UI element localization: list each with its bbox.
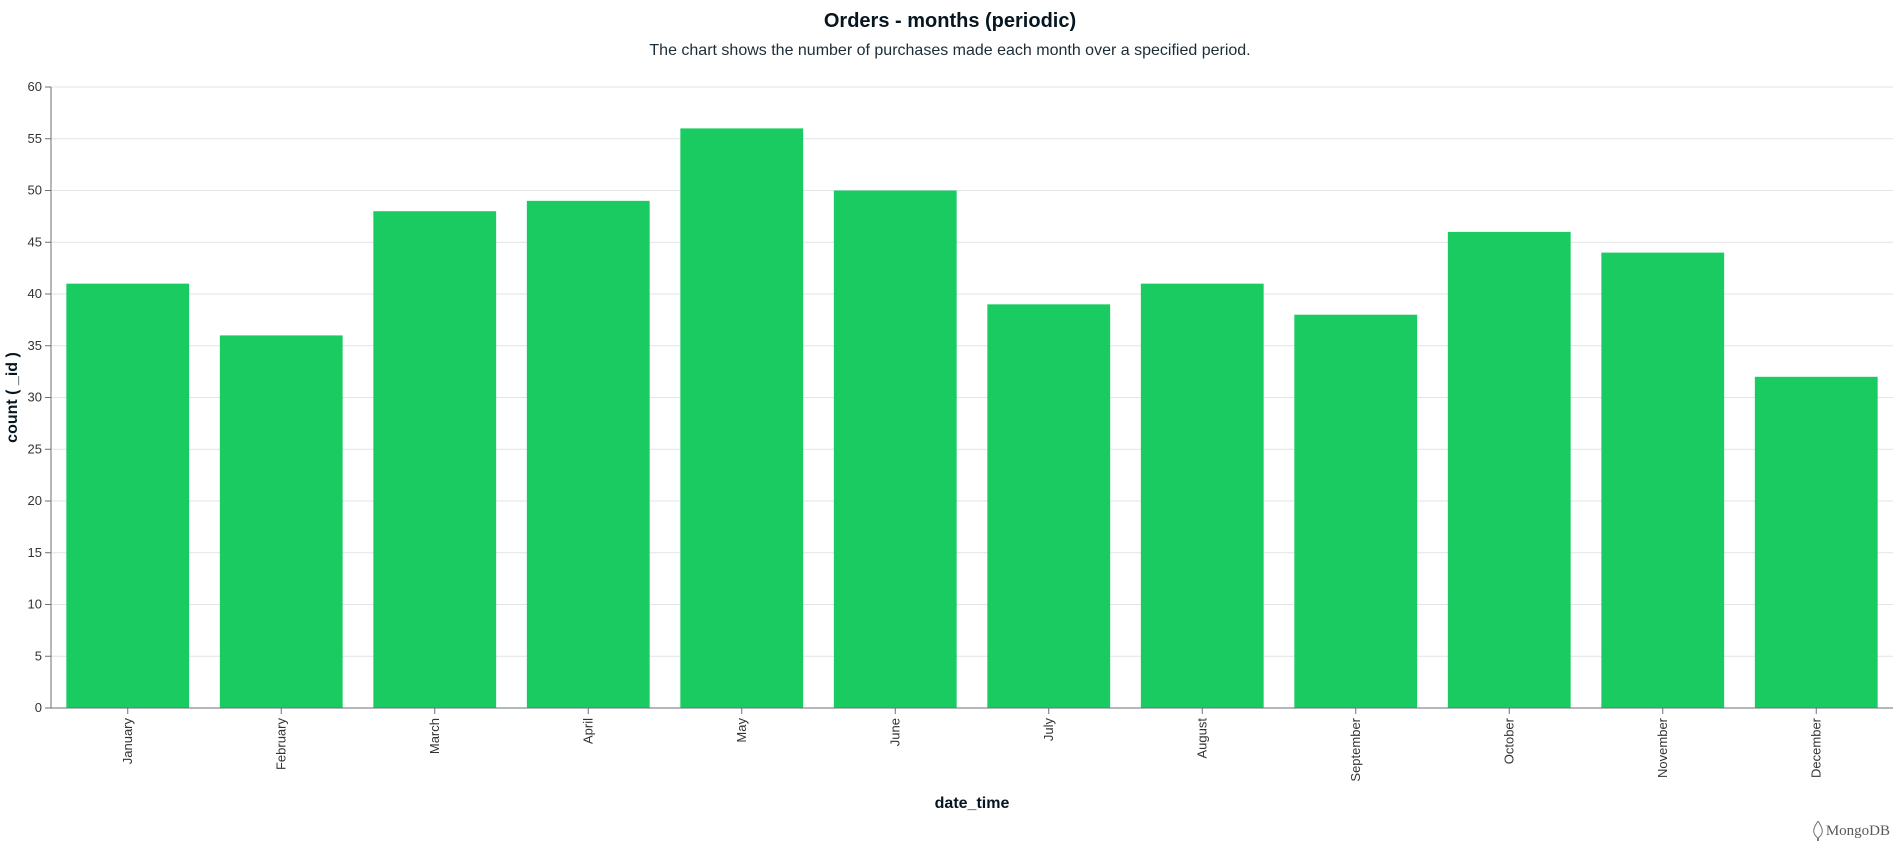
bar-september[interactable]: [1294, 314, 1418, 708]
bars: [66, 128, 1878, 709]
axes: 0 5 10 15 20 25 30 35 40 45 50 55 60 January February M…: [28, 79, 1893, 782]
x-tick-label: November: [1655, 717, 1670, 778]
x-tick-label: February: [273, 718, 288, 771]
y-tick-label: 60: [28, 79, 42, 94]
y-tick-label: 25: [28, 441, 42, 456]
chart-title: Orders - months (periodic): [823, 10, 1077, 32]
bar-december[interactable]: [1754, 376, 1878, 708]
bar-august[interactable]: [1140, 283, 1264, 708]
y-tick-label: 10: [28, 597, 42, 612]
y-tick-label: 55: [28, 131, 42, 146]
bar-november[interactable]: [1601, 252, 1725, 708]
x-tick-label: July: [1041, 718, 1056, 742]
y-tick-label: 15: [28, 545, 42, 560]
bar-april[interactable]: [526, 200, 650, 708]
bar-october[interactable]: [1447, 231, 1571, 708]
chart-subtitle: The chart shows the number of purchases …: [649, 42, 1251, 59]
y-tick-label: 5: [35, 648, 42, 663]
bar-july[interactable]: [987, 304, 1111, 708]
y-tick-label: 0: [35, 700, 42, 715]
y-tick-label: 20: [28, 493, 42, 508]
bar-june[interactable]: [833, 190, 957, 709]
y-axis-label: count ( _id ): [4, 352, 21, 443]
mongodb-logo: MongoDB: [1813, 821, 1890, 841]
x-tick-label: December: [1808, 717, 1823, 778]
y-tick-label: 30: [28, 390, 42, 405]
y-tick-label: 50: [28, 183, 42, 198]
mongodb-leaf-icon: [1813, 821, 1823, 841]
y-tick-label: 35: [28, 338, 42, 353]
y-tick-label: 40: [28, 286, 42, 301]
x-tick-label: January: [120, 718, 135, 765]
x-axis-label: date_time: [935, 795, 1010, 812]
x-tick-label: September: [1348, 717, 1363, 781]
mongodb-logo-text: MongoDB: [1825, 822, 1890, 839]
bar-may[interactable]: [680, 128, 804, 708]
bar-january[interactable]: [66, 283, 190, 708]
x-tick-label: April: [580, 718, 595, 744]
bar-march[interactable]: [373, 211, 497, 708]
x-tick-label: May: [734, 718, 749, 743]
x-tick-label: October: [1501, 717, 1516, 764]
x-tick-label: August: [1194, 718, 1209, 759]
bar-february[interactable]: [219, 335, 343, 708]
y-tick-label: 45: [28, 234, 42, 249]
x-tick-label: June: [887, 718, 902, 746]
x-tick-label: March: [427, 718, 442, 754]
gridlines: [51, 86, 1893, 657]
